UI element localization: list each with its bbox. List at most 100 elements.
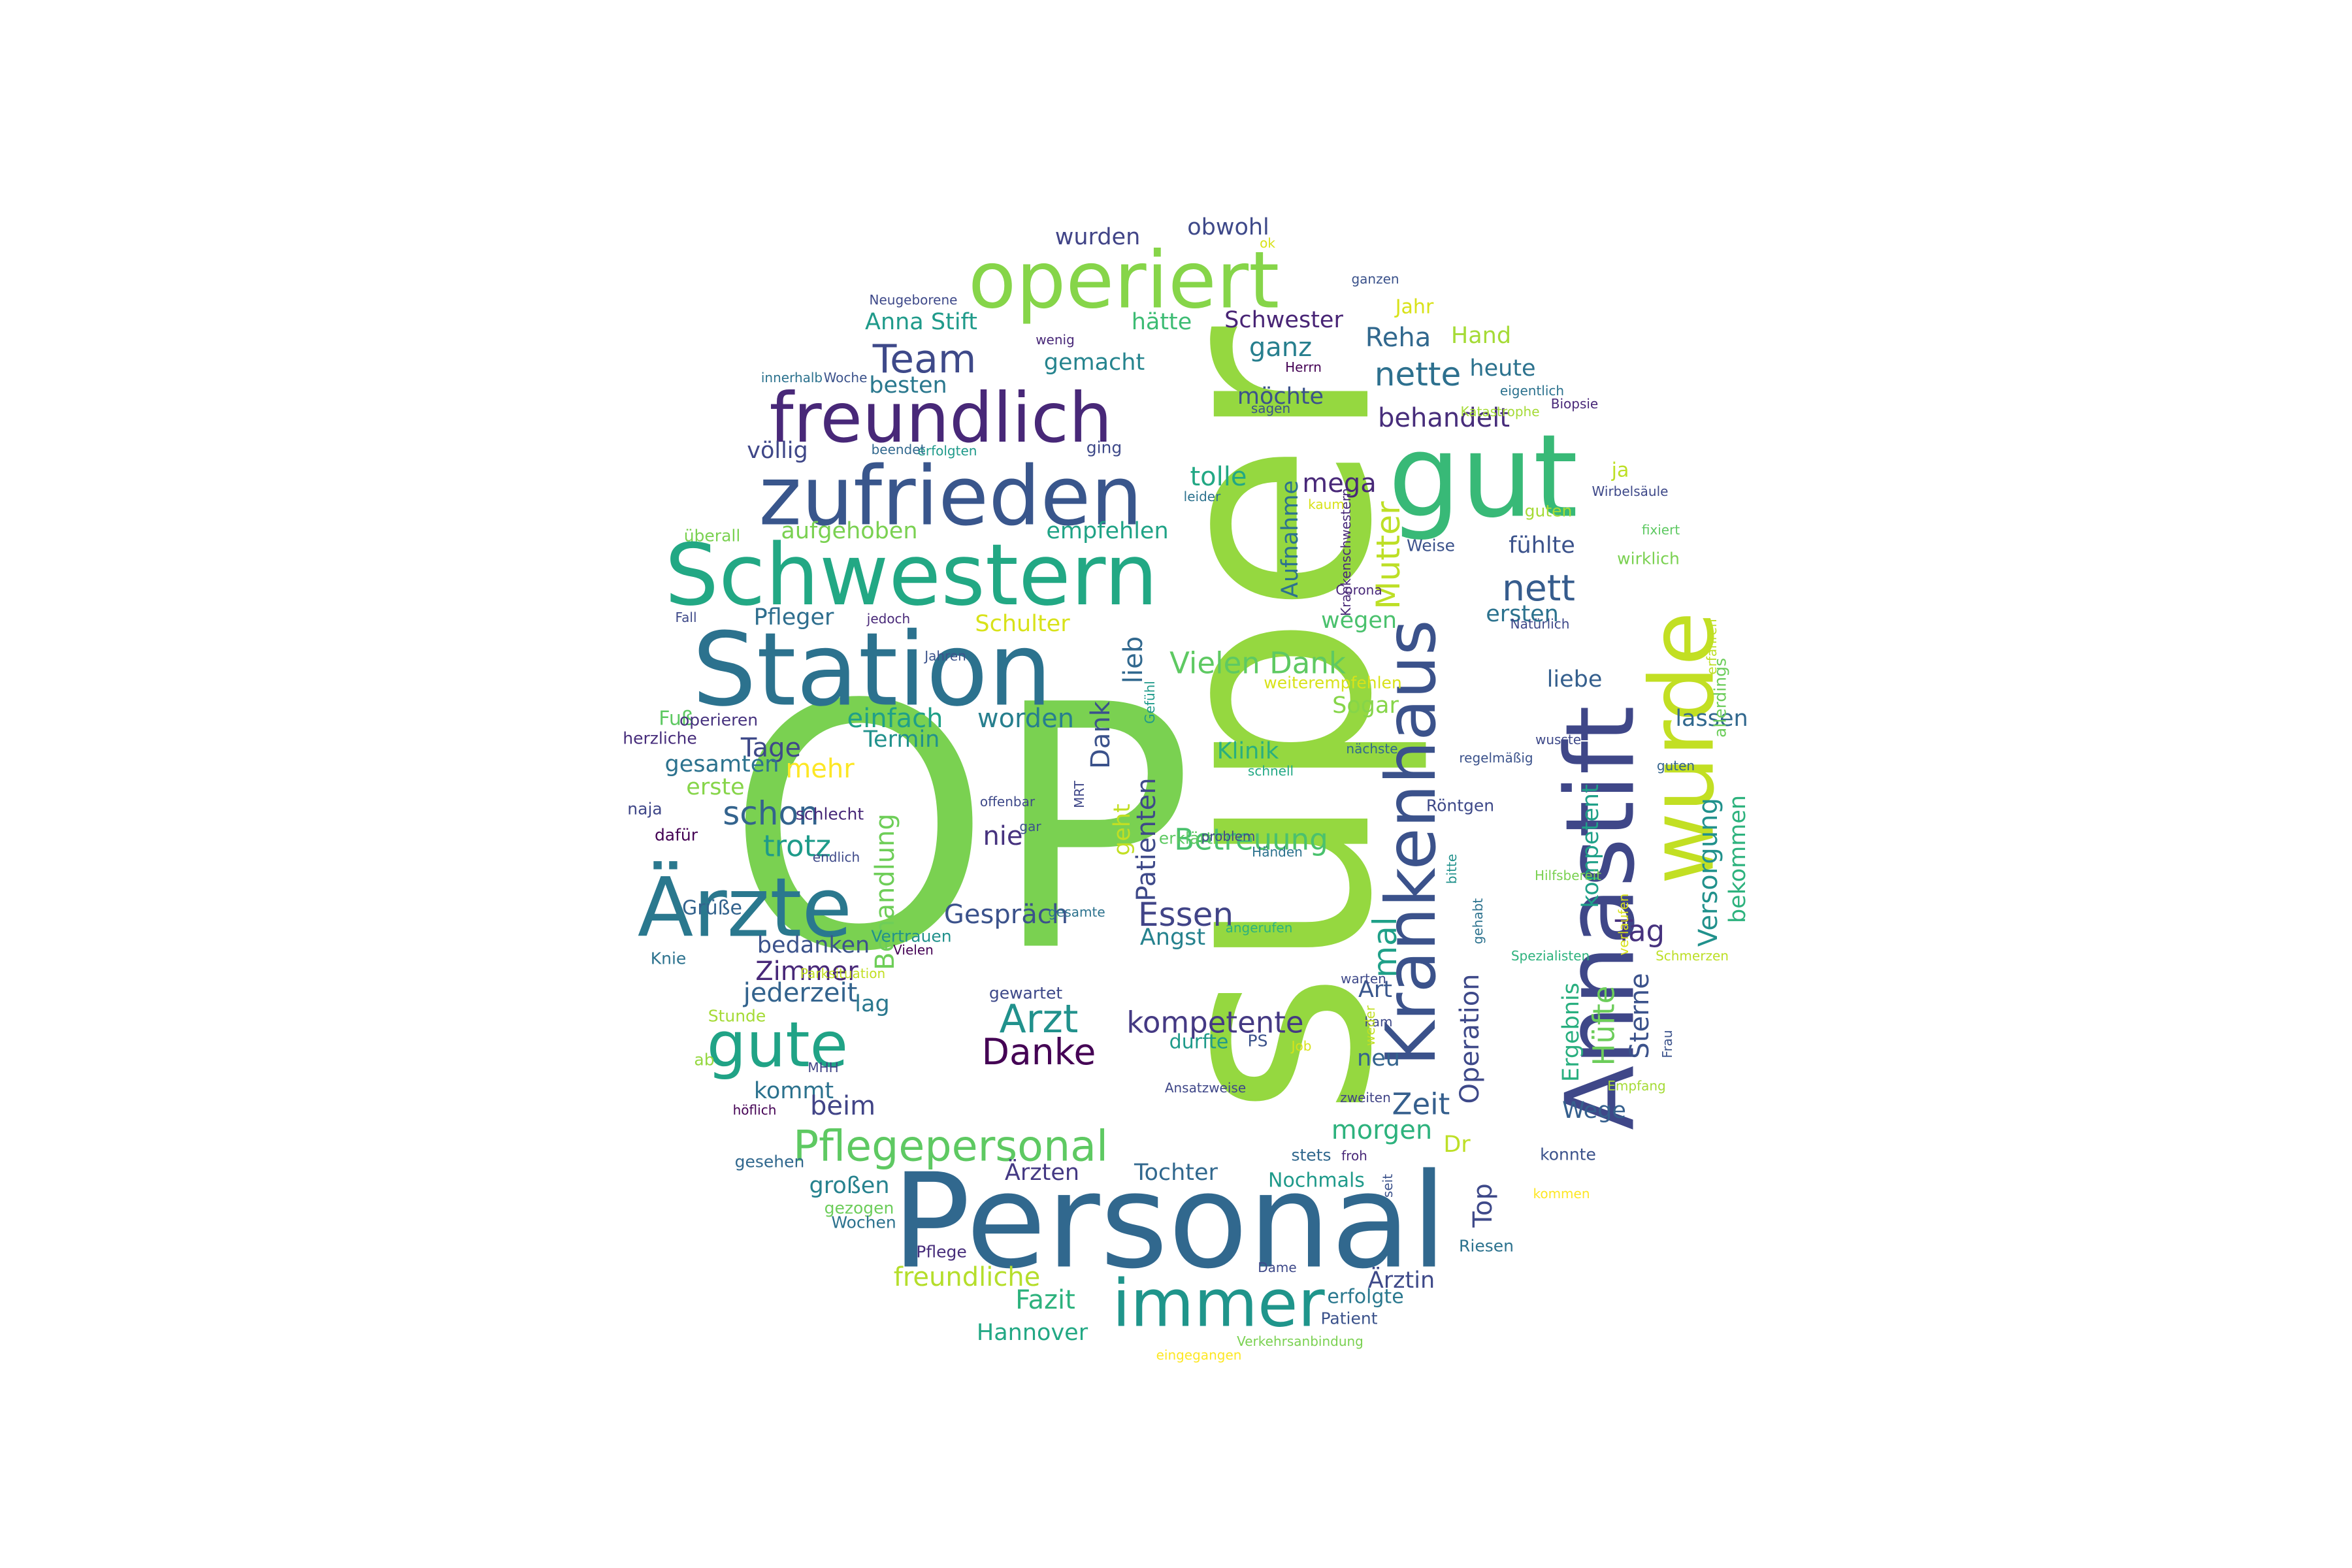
cloud-word: morgen	[1331, 1115, 1433, 1145]
cloud-word: Parksituation	[800, 966, 885, 981]
cloud-word: hätte	[1132, 309, 1192, 335]
cloud-word: Katastrophe	[1460, 404, 1539, 419]
cloud-word: Behandlung	[870, 813, 900, 970]
cloud-word: Röntgen	[1426, 796, 1494, 815]
cloud-word: wirklich	[1617, 549, 1680, 568]
cloud-word: Klinik	[1217, 738, 1279, 764]
cloud-word: fühlte	[1509, 532, 1575, 559]
cloud-word: wurden	[1055, 224, 1141, 250]
cloud-word: Team	[872, 336, 977, 382]
cloud-word: fixiert	[1642, 522, 1680, 538]
cloud-word: bedanken	[757, 932, 870, 958]
cloud-word: lag	[855, 991, 889, 1017]
cloud-word: Wege	[1562, 1098, 1626, 1124]
cloud-word: gar	[1019, 819, 1041, 834]
cloud-word: allerdings	[1711, 658, 1730, 738]
cloud-word: Personal	[892, 1146, 1447, 1298]
cloud-word: guten	[1657, 758, 1695, 774]
cloud-word: tolle	[1190, 462, 1247, 492]
cloud-word: nette	[1375, 355, 1461, 393]
cloud-word: großen	[809, 1173, 889, 1199]
cloud-word: Knie	[651, 949, 687, 968]
cloud-word: Verkehrsanbindung	[1237, 1333, 1364, 1349]
cloud-word: Aufnahme	[1277, 480, 1303, 598]
cloud-word: bekommen	[1725, 795, 1751, 923]
cloud-word: Dame	[1258, 1260, 1296, 1275]
cloud-word: gehabt	[1470, 898, 1486, 945]
cloud-word: operieren	[679, 711, 758, 730]
cloud-word: erfolgten	[918, 443, 977, 459]
cloud-word: Wochen	[831, 1213, 896, 1232]
cloud-word: zufrieden	[759, 449, 1142, 544]
cloud-word: besten	[869, 372, 947, 399]
cloud-word: Pfleger	[754, 604, 834, 630]
cloud-word: ging	[1086, 438, 1122, 457]
cloud-word: Jahr	[1394, 296, 1434, 319]
cloud-word: offenbar	[980, 794, 1036, 809]
cloud-word: guten	[1525, 502, 1573, 521]
cloud-word: Zimmer	[755, 956, 858, 987]
cloud-word: Versorgung	[1693, 798, 1723, 947]
cloud-word: ganzen	[1351, 271, 1399, 287]
cloud-word: Natürlich	[1511, 616, 1570, 632]
cloud-word: Gespräch	[944, 900, 1068, 930]
cloud-word: worden	[977, 704, 1074, 734]
cloud-word: Wirbelsäule	[1592, 483, 1669, 499]
cloud-word: ganz	[1249, 333, 1312, 363]
cloud-word: jederzeit	[743, 978, 858, 1008]
cloud-word: geht	[1109, 804, 1135, 856]
cloud-word: Neugeborene	[870, 292, 958, 308]
cloud-word: MHH	[808, 1060, 838, 1075]
cloud-word: herzliche	[623, 729, 697, 748]
cloud-word: Fall	[675, 610, 696, 625]
cloud-word: kommt	[754, 1078, 834, 1104]
cloud-word: gemacht	[1044, 350, 1145, 376]
cloud-word: schon	[723, 794, 819, 832]
cloud-word: Danke	[982, 1031, 1096, 1073]
cloud-word: Vertrauen	[871, 927, 951, 946]
cloud-word: Dank	[1086, 700, 1116, 769]
cloud-word: wenig	[1036, 332, 1075, 348]
cloud-word: gewartet	[989, 984, 1062, 1003]
cloud-word: Betreuung	[1174, 823, 1328, 857]
cloud-word: ab	[694, 1051, 714, 1070]
cloud-word: nett	[1502, 567, 1575, 609]
cloud-word: nie	[983, 821, 1022, 851]
cloud-word: angerufen	[1226, 920, 1293, 936]
cloud-word: Annastift	[1546, 706, 1656, 1130]
cloud-word: gute	[707, 1009, 848, 1081]
cloud-word: Herrn	[1285, 359, 1322, 375]
cloud-word: Top	[1468, 1183, 1498, 1228]
cloud-word: schnell	[1248, 763, 1294, 779]
cloud-word: endlich	[813, 849, 860, 865]
cloud-word: problem	[1201, 828, 1256, 844]
cloud-word: Tochter	[1134, 1160, 1218, 1186]
cloud-word: beim	[810, 1091, 875, 1121]
cloud-word: gezogen	[825, 1199, 894, 1218]
cloud-word: jedoch	[866, 611, 910, 627]
cloud-word: Biopsie	[1551, 396, 1599, 412]
cloud-word: Job	[1290, 1038, 1312, 1054]
cloud-word: Grüße	[682, 897, 742, 920]
cloud-word: Patient	[1320, 1309, 1377, 1328]
cloud-word: Mutter	[1369, 501, 1407, 610]
cloud-word: Schwestern	[665, 525, 1158, 625]
cloud-word: leider	[1184, 489, 1221, 504]
cloud-word: super	[1107, 323, 1434, 1117]
cloud-word: OP	[727, 634, 1194, 1026]
cloud-word: neu	[1357, 1045, 1400, 1071]
cloud-word: Frau	[1659, 1030, 1675, 1058]
cloud-word: wurde	[1631, 612, 1734, 885]
cloud-word: gesamten	[665, 751, 779, 777]
cloud-word: beendet	[872, 442, 926, 457]
cloud-word: Reha	[1365, 323, 1431, 353]
cloud-word: kompetente	[1126, 1005, 1303, 1040]
cloud-word: eigentlich	[1500, 383, 1564, 399]
cloud-word: Sterne	[1625, 973, 1655, 1058]
cloud-word: lassen	[1675, 706, 1748, 732]
cloud-word: immer	[1112, 1266, 1325, 1342]
cloud-word: Riesen	[1459, 1237, 1514, 1256]
cloud-word: Art	[1358, 977, 1392, 1003]
cloud-word: Hilfsbereit	[1535, 868, 1601, 883]
